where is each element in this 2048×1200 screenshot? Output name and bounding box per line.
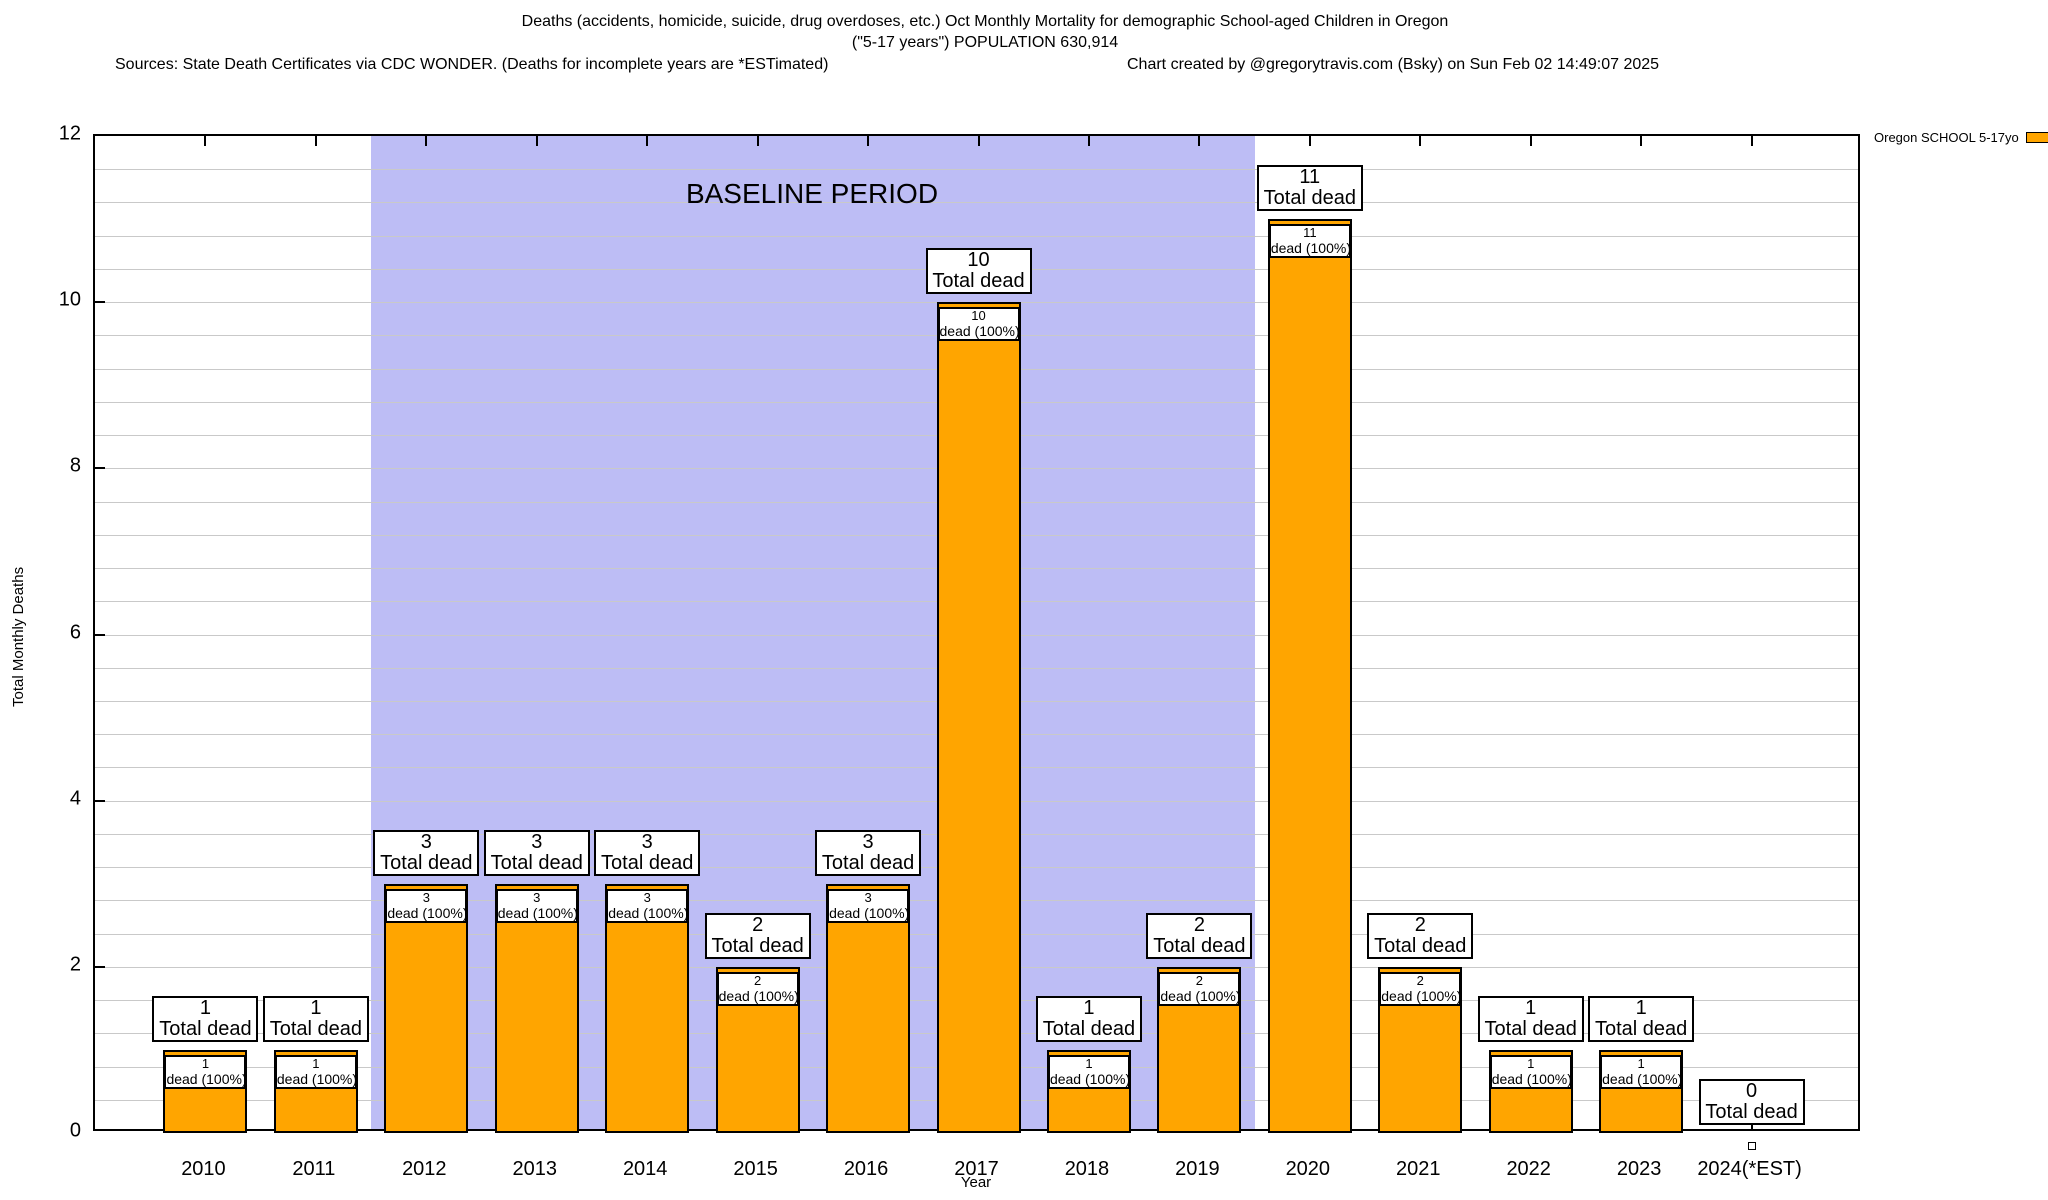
chart-title-line1: Deaths (accidents, homicide, suicide, dr… [521, 13, 1449, 30]
bar [605, 883, 690, 1133]
bar-inner-label: 1 dead (100%) [1489, 1054, 1572, 1089]
bar [494, 883, 579, 1133]
y-tick-label: 12 [58, 122, 81, 145]
y-axis-title: Total Monthly Deaths [10, 566, 27, 707]
legend: Oregon SCHOOL 5-17yo [1874, 130, 2048, 145]
bar-total-label: 3 Total dead [594, 829, 701, 876]
bar-total-label: 10 Total dead [925, 248, 1032, 295]
x-tick-label: 2024(*EST) [1697, 1158, 1802, 1180]
y-tick-mark [95, 799, 105, 802]
x-tick-mark-top [1198, 136, 1201, 146]
y-tick-mark [95, 965, 105, 968]
bar-inner-label: 3 dead (100%) [495, 888, 578, 923]
x-tick-label: 2016 [843, 1158, 889, 1180]
chart-sources-note: Sources: State Death Certificates via CD… [115, 56, 829, 73]
x-tick-label: 2014 [622, 1158, 668, 1180]
bar-inner-label: 10 dead (100%) [937, 307, 1020, 342]
x-tick-label: 2017 [954, 1158, 999, 1180]
y-tick-label: 2 [69, 953, 81, 976]
x-tick-mark-top [646, 136, 649, 146]
bar-inner-label: 2 dead (100%) [1158, 971, 1241, 1006]
x-tick-mark-top [756, 136, 759, 146]
x-tick-mark-top [425, 136, 428, 146]
x-tick-mark-top [1750, 136, 1753, 146]
bar-inner-label: 11 dead (100%) [1268, 224, 1351, 259]
x-tick-label: 2011 [292, 1158, 336, 1180]
y-tick-label: 10 [58, 288, 81, 311]
bar-total-label: 1 Total dead [262, 995, 369, 1042]
baseline-period-label: BASELINE PERIOD [685, 178, 939, 209]
x-tick-label: 2015 [733, 1158, 778, 1180]
bar-total-label: 2 Total dead [1367, 912, 1474, 959]
x-tick-label: 2022 [1506, 1158, 1551, 1180]
x-tick-mark-top [1308, 136, 1311, 146]
bar-total-label: 11 Total dead [1256, 165, 1363, 212]
y-tick-mark [95, 633, 105, 636]
x-tick-mark-top [977, 136, 980, 146]
x-tick-label: 2013 [512, 1158, 558, 1180]
bar-inner-label: 3 dead (100%) [606, 888, 689, 923]
bar-total-label: 3 Total dead [373, 829, 480, 876]
bar-inner-label: 2 dead (100%) [1379, 971, 1462, 1006]
bar-total-label: 1 Total dead [1477, 995, 1584, 1042]
y-tick-label: 4 [69, 787, 81, 810]
y-tick-mark [95, 301, 105, 304]
bar [1267, 219, 1352, 1133]
bar-inner-label: 3 dead (100%) [827, 888, 910, 923]
x-tick-mark-top [314, 136, 317, 146]
chart-title-line2: ("5-17 years") POPULATION 630,914 [851, 34, 1119, 51]
bar-total-label: 0 Total dead [1698, 1079, 1805, 1125]
bar-inner-label: 1 dead (100%) [164, 1054, 247, 1089]
bar-total-label: 3 Total dead [483, 829, 590, 876]
gridline [95, 235, 1858, 237]
bar-inner-label: 1 dead (100%) [1047, 1054, 1131, 1089]
x-tick-label: 2018 [1064, 1158, 1110, 1180]
bar-inner-label: 3 dead (100%) [385, 888, 468, 923]
bar-total-label: 3 Total dead [815, 829, 922, 876]
x-tick-mark-top [1529, 136, 1532, 146]
legend-swatch-icon [2025, 132, 2048, 143]
zero-bar-marker [1747, 1142, 1756, 1150]
x-tick-mark-top [1640, 136, 1643, 146]
x-tick-mark-top [867, 136, 870, 146]
bar-total-label: 1 Total dead [1035, 995, 1142, 1042]
x-tick-mark-top [1419, 136, 1422, 146]
y-tick-mark [95, 467, 105, 470]
gridline [95, 202, 1858, 204]
x-tick-label: 2019 [1175, 1158, 1220, 1180]
legend-label: Oregon SCHOOL 5-17yo [1874, 130, 2019, 145]
bar [936, 302, 1021, 1133]
bar-total-label: 1 Total dead [1588, 995, 1695, 1042]
x-tick-label: 2010 [181, 1158, 226, 1180]
bar-total-label: 2 Total dead [1146, 912, 1253, 959]
y-tick-label: 0 [69, 1119, 81, 1142]
x-tick-label: 2020 [1285, 1158, 1331, 1180]
chart-credit-note: Chart created by @gregorytravis.com (Bsk… [1127, 56, 1660, 73]
bar-inner-label: 1 dead (100%) [274, 1054, 358, 1089]
bar-total-label: 1 Total dead [152, 995, 259, 1042]
x-tick-label: 2012 [402, 1158, 447, 1180]
x-tick-label: 2023 [1616, 1158, 1662, 1180]
x-tick-mark-top [1087, 136, 1090, 146]
plot-area: BASELINE PERIOD 1 dead (100%) 1 Total dead 1 d… [93, 134, 1860, 1150]
x-tick-label: 2021 [1396, 1158, 1441, 1180]
bar-inner-label: 2 dead (100%) [716, 971, 799, 1006]
x-tick-mark-top [535, 136, 538, 146]
y-tick-label: 6 [69, 621, 81, 643]
bar [826, 883, 911, 1133]
x-tick-mark-top [204, 136, 207, 146]
x-axis-title: Year [960, 1174, 992, 1191]
bar-inner-label: 1 dead (100%) [1600, 1054, 1683, 1089]
gridline [95, 169, 1858, 171]
bar-total-label: 2 Total dead [704, 912, 811, 959]
bar [384, 883, 469, 1133]
y-tick-label: 8 [69, 454, 81, 477]
